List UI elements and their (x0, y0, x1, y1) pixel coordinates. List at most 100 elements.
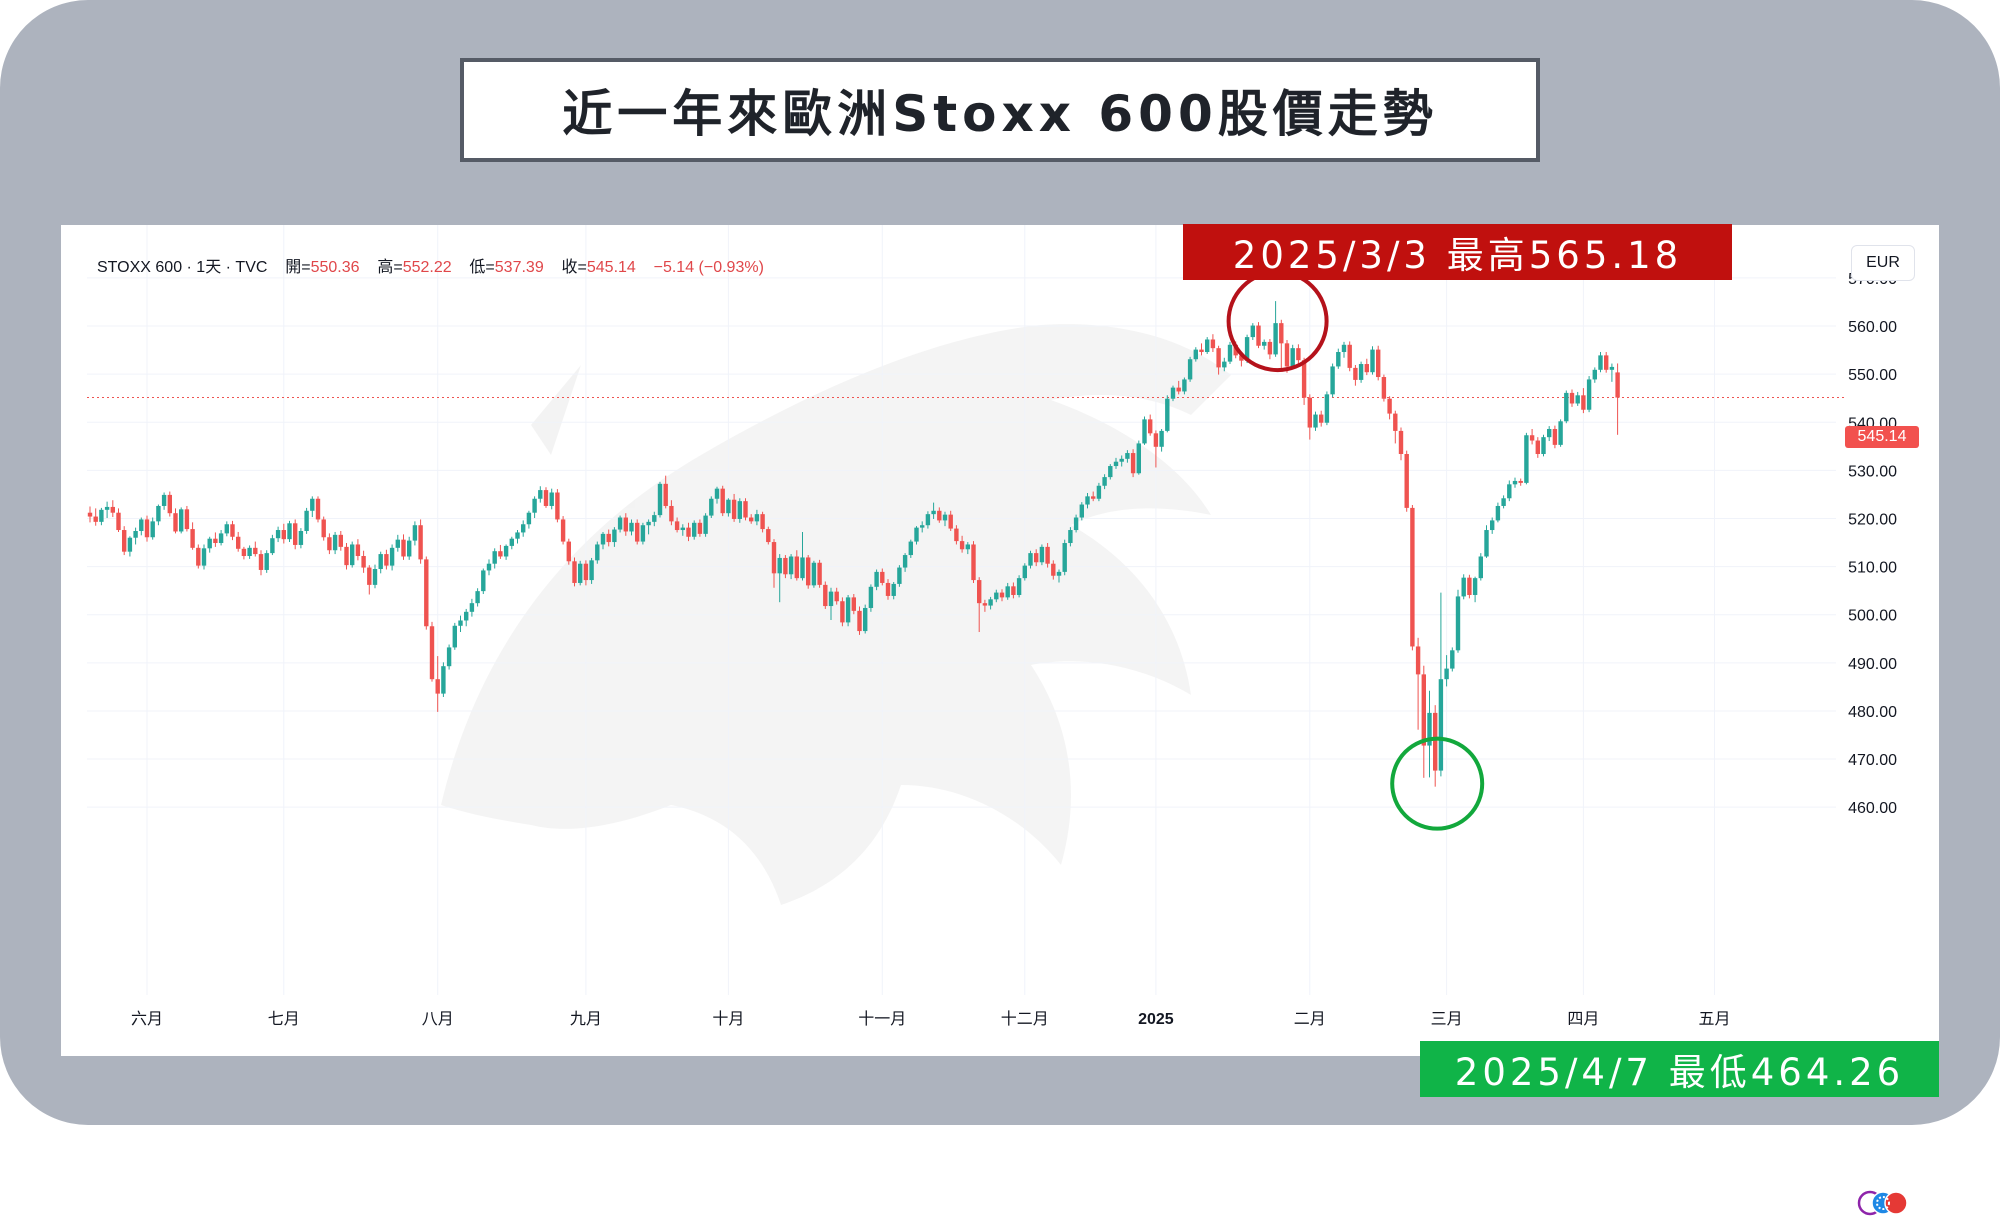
x-tick-label: 七月 (268, 1010, 300, 1028)
candle-body (999, 592, 1005, 598)
candle-body (1330, 366, 1335, 395)
x-tick-label: 四月 (1567, 1011, 1599, 1028)
x-tick-label: 九月 (570, 1010, 602, 1028)
currency-button[interactable]: EUR (1851, 245, 1915, 281)
candle-body (315, 498, 321, 520)
candle-body (874, 571, 879, 587)
candle-body (1056, 571, 1062, 576)
candle-body (714, 488, 720, 499)
candle-body (669, 505, 674, 522)
candle-body (236, 536, 241, 549)
y-tick-label: 500.00 (1848, 608, 1897, 625)
candle-body (190, 529, 195, 548)
legend-open-label: 開= (285, 259, 311, 276)
candle-body (857, 610, 862, 632)
candle-body (446, 647, 452, 667)
candle-body (139, 519, 144, 531)
candle-body (1193, 349, 1198, 360)
candle-body (1529, 435, 1535, 441)
candle-body (509, 538, 514, 546)
x-tick-label: 六月 (131, 1010, 163, 1028)
candle-body (885, 582, 891, 596)
candle-body (1073, 517, 1079, 531)
candle-body (891, 583, 896, 596)
candle-body (1279, 323, 1284, 344)
candle-body (207, 538, 212, 549)
candle-body (1079, 504, 1084, 518)
candle-body (1410, 507, 1415, 647)
candle-body (1575, 395, 1580, 404)
candle-body (606, 533, 611, 543)
candle-body (526, 512, 532, 525)
candle-body (902, 555, 908, 568)
candle-body (1199, 349, 1204, 353)
candle-body (1615, 372, 1620, 398)
candle-body (674, 521, 680, 531)
candle-body (1108, 466, 1113, 478)
candle-body (1165, 398, 1170, 431)
grid (87, 225, 1845, 995)
candle-body (1284, 343, 1290, 367)
legend-close-value: 545.14 (586, 259, 636, 276)
candle-body (948, 514, 953, 529)
candle-body (253, 547, 258, 555)
candle-body (378, 554, 383, 570)
candle-body (327, 537, 332, 551)
candle-body (1370, 349, 1375, 373)
candle-body (1495, 505, 1501, 521)
candle-body (1153, 433, 1159, 447)
candle-body (595, 544, 600, 561)
candle-body (1398, 430, 1404, 455)
candle-body (920, 525, 925, 528)
x-axis-labels: 六月 七月 八月 九月 十月 十一月 十二月 2025 二月 三月 四月 五月 (131, 1010, 1731, 1028)
candle-body (1415, 646, 1421, 675)
candle-body (1290, 348, 1295, 367)
candle-body (230, 524, 235, 537)
candle-body (1187, 359, 1193, 380)
candle-body (1210, 339, 1216, 349)
candle-body (1051, 563, 1056, 576)
candle-body (617, 517, 623, 530)
candle-body (1518, 480, 1523, 483)
candle-body (760, 514, 765, 530)
candle-body (680, 527, 685, 531)
candle-body (1011, 586, 1016, 595)
candle-body (697, 522, 703, 534)
candle-body (293, 523, 298, 545)
x-tick-label: 三月 (1431, 1011, 1463, 1028)
x-tick-label: 五月 (1698, 1011, 1730, 1028)
candle-body (1319, 414, 1324, 423)
candle-body (1347, 344, 1352, 368)
candle-body (589, 560, 594, 581)
candle-body (275, 530, 281, 539)
candle-body (1205, 339, 1210, 353)
candle-body (880, 571, 885, 583)
candle-body (840, 601, 845, 623)
candle-body (469, 603, 475, 612)
candle-body (845, 597, 851, 623)
candle-body (1273, 323, 1278, 355)
candle-body (1136, 443, 1141, 474)
candle-body (823, 584, 828, 607)
legend-high-label: 高= (377, 259, 403, 276)
candle-body (1604, 355, 1609, 370)
y-tick-label: 480.00 (1848, 704, 1897, 721)
candle-body (1609, 366, 1615, 370)
candle-body (1307, 397, 1312, 428)
candle-body (692, 522, 697, 537)
legend-low-label: 低= (469, 259, 495, 276)
candle-body (1472, 578, 1478, 595)
high-marker-circle (1226, 270, 1329, 373)
x-tick-label: 八月 (422, 1011, 454, 1028)
candle-body (600, 533, 606, 545)
candle-body (1216, 348, 1221, 368)
candle-body (1592, 369, 1597, 380)
tradingview-logo (1857, 1190, 1908, 1216)
candle-body (196, 547, 201, 566)
candle-body (1256, 325, 1261, 346)
candle-body (1455, 596, 1461, 651)
candle-body (555, 492, 560, 520)
candle-body (515, 532, 520, 539)
candle-body (167, 494, 172, 514)
candle-body (1393, 413, 1398, 431)
